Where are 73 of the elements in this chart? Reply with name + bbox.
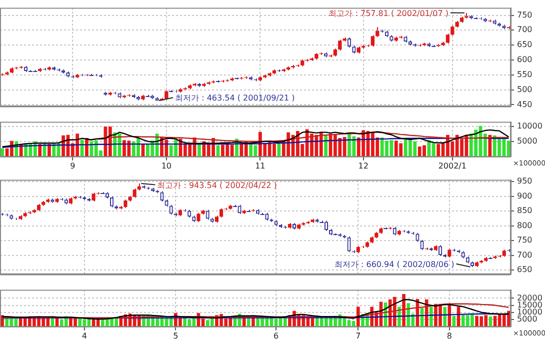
candlestick — [394, 36, 398, 42]
x-tick-label: 4 — [82, 331, 87, 340]
annotation: 최고가 : 943.54 ( 2002/04/22 ) — [157, 180, 277, 190]
candlestick — [475, 261, 479, 268]
bar — [443, 306, 446, 326]
candlestick — [502, 249, 506, 258]
candlestick — [288, 222, 292, 229]
bar — [324, 135, 328, 156]
candlestick — [480, 260, 484, 264]
candlestick — [356, 246, 360, 254]
candlestick — [202, 82, 206, 88]
y-tick-label: 20000 — [517, 293, 542, 302]
y-tick-label: 600 — [517, 55, 532, 64]
candlestick — [38, 68, 42, 72]
y-tick-label: 500 — [517, 84, 532, 94]
candlestick — [37, 203, 41, 212]
bar — [38, 144, 42, 156]
candlestick — [286, 66, 290, 71]
y-tick-label: 10000 — [517, 307, 542, 316]
candlestick — [10, 66, 14, 74]
annotation: 최저가 : 463.54 ( 2001/09/21 ) — [175, 94, 295, 103]
y-tick-label: 650 — [517, 40, 532, 50]
bar — [430, 306, 433, 326]
candlestick — [484, 256, 488, 262]
bar — [432, 143, 436, 156]
y-tick-label: 550 — [517, 70, 532, 79]
x-tick-label: 8 — [446, 331, 452, 340]
x-tick-label: 7 — [356, 331, 361, 340]
y-tick-label: 800 — [517, 220, 532, 230]
candlestick — [436, 44, 440, 48]
y-tick-label: 750 — [517, 10, 532, 20]
candlestick — [314, 52, 318, 60]
x-tick-label: 9 — [70, 161, 76, 170]
candlestick — [124, 199, 128, 208]
x-tick-label: 5 — [173, 331, 178, 340]
y-tick-label: 850 — [517, 206, 532, 216]
y-tick-label: 900 — [517, 191, 532, 200]
candlestick — [422, 42, 426, 46]
candlestick — [493, 255, 497, 260]
candlestick — [397, 229, 401, 236]
y-tick-label: 950 — [517, 176, 532, 186]
candlestick — [333, 48, 338, 57]
candlestick — [370, 34, 375, 48]
candlestick — [47, 66, 52, 71]
candlestick — [291, 64, 295, 69]
y-tick-label: 5000 — [517, 136, 538, 146]
annotation: 최고가 : 757.81 ( 2002/01/07 ) — [328, 8, 448, 18]
x-tick-label: 12 — [358, 161, 368, 170]
bar — [198, 144, 201, 156]
y-tick-label: 700 — [517, 250, 532, 260]
candlestick — [455, 20, 459, 28]
y-tick-label: 5000 — [517, 314, 538, 324]
y-tick-label: 15000 — [517, 300, 542, 310]
annotation: 최저가 : 660.94 ( 2002/08/06 ) — [334, 260, 454, 269]
candlestick — [61, 69, 66, 74]
y-tick-label: 650 — [517, 265, 532, 274]
bar — [436, 144, 440, 156]
y-tick-label: 750 — [517, 236, 532, 245]
y-tick-label: 450 — [517, 100, 532, 109]
x-tick-label: 6 — [273, 331, 279, 340]
candlestick — [272, 69, 276, 75]
candlestick — [55, 198, 59, 204]
candlestick — [310, 218, 314, 224]
x-tick-label: 10 — [161, 161, 172, 170]
candlestick — [46, 198, 50, 204]
x-tick-label: 11 — [255, 161, 266, 170]
candlestick — [220, 208, 224, 218]
candlestick — [464, 12, 468, 20]
candlestick — [128, 196, 132, 202]
y-tick-label: 700 — [517, 25, 532, 34]
x-tick-label: 2002/1 — [438, 161, 466, 170]
y-tick-label: 10000 — [517, 121, 542, 130]
candlestick — [379, 227, 383, 234]
